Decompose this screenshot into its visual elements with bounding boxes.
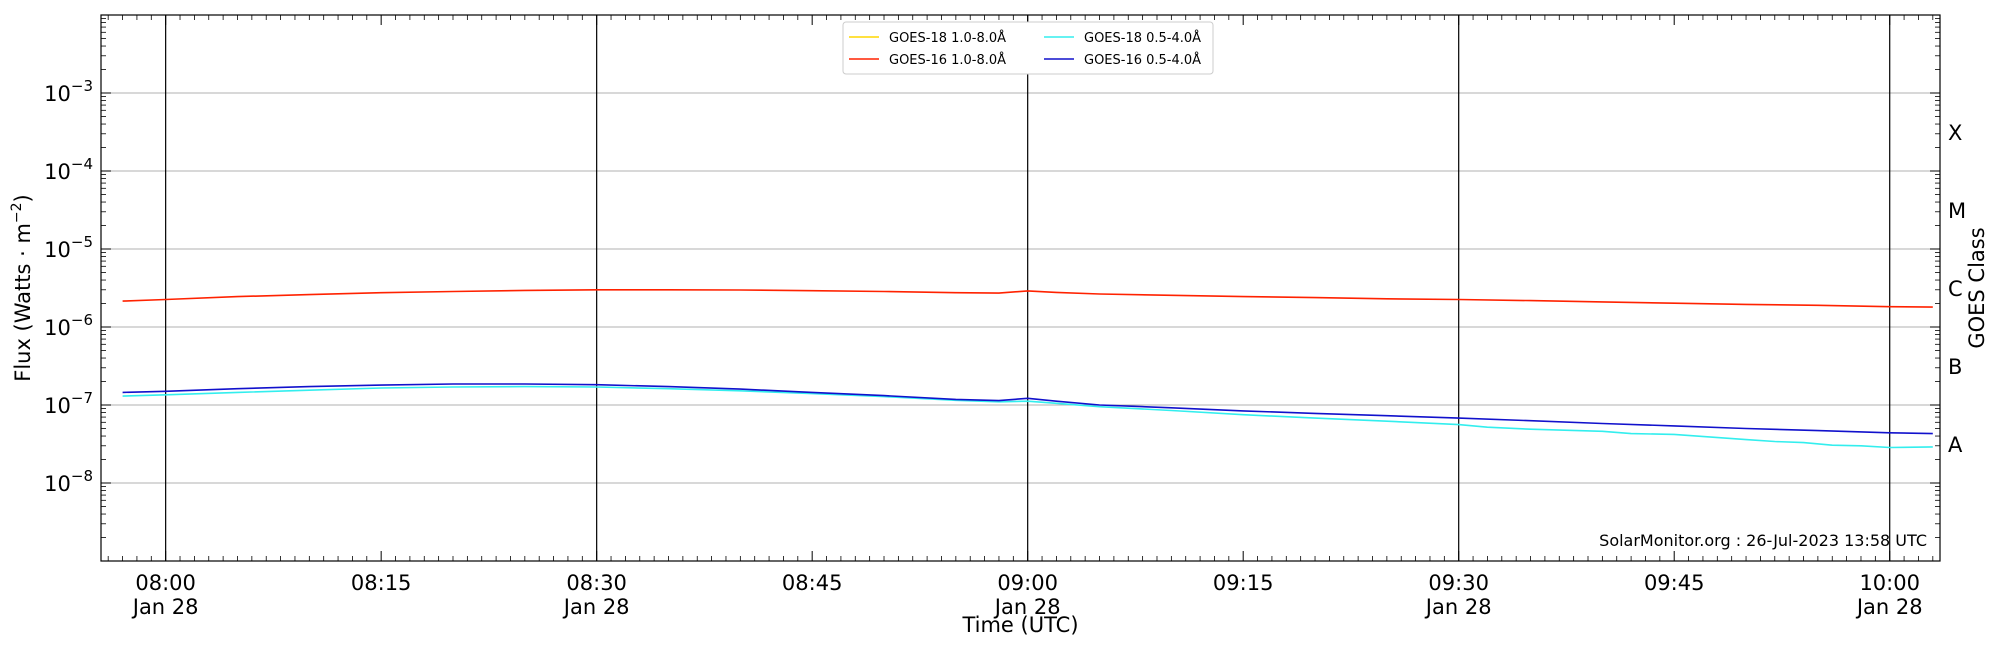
series-line (122, 288, 1933, 308)
y-tick-exponent: −5 (71, 233, 93, 251)
y-tick-exponent: −8 (71, 467, 93, 485)
y-tick-label: 10−8 (44, 467, 93, 496)
legend-label: GOES-18 0.5-4.0Å (1084, 30, 1201, 46)
goes-class-label: A (1948, 433, 1963, 457)
goes-class-labels: A B C M X (1948, 121, 1966, 457)
x-axis-label: Time (UTC) (961, 613, 1078, 637)
y-tick-exponent: −4 (71, 155, 93, 173)
credit-annotation: SolarMonitor.org : 26-Jul-2023 13:58 UTC (1599, 531, 1927, 550)
x-tick-label: 08:30 (566, 571, 627, 595)
series-line (122, 383, 1933, 435)
y-tick-exponent: −6 (71, 311, 93, 329)
x-tick-date-label: Jan 28 (993, 595, 1061, 619)
grid-lines (101, 92, 1940, 484)
axis-ticks (101, 14, 1940, 562)
x-tick-label: 09:30 (1428, 571, 1489, 595)
x-tick-label: 10:00 (1859, 571, 1920, 595)
y-axis-right-label: GOES Class (1965, 227, 1989, 348)
y-tick-base: 10 (44, 316, 71, 340)
plot-area (100, 14, 1941, 562)
legend-label: GOES-16 1.0-8.0Å (889, 52, 1006, 68)
x-tick-label: 08:15 (351, 571, 412, 595)
y-tick-base: 10 (44, 394, 71, 418)
x-tick-date-label: Jan 28 (1424, 595, 1492, 619)
x-tick-label: 08:00 (135, 571, 196, 595)
goes-class-label: X (1948, 121, 1962, 145)
goes-class-label: C (1948, 277, 1963, 301)
y-tick-label: 10−6 (44, 311, 93, 340)
x-tick-date-label: Jan 28 (131, 595, 199, 619)
x-tick-date-label: Jan 28 (562, 595, 630, 619)
y-tick-exponent: −7 (71, 389, 93, 407)
x-tick-label: 09:00 (997, 571, 1058, 595)
y-tick-base: 10 (44, 472, 71, 496)
series-line (122, 385, 1933, 449)
legend-entries: GOES-18 1.0-8.0Å GOES-16 1.0-8.0Å GOES-18 … (849, 30, 1201, 68)
goes-class-label: B (1948, 355, 1962, 379)
x-tick-label: 09:15 (1213, 571, 1274, 595)
y-tick-base: 10 (44, 238, 71, 262)
legend: GOES-18 1.0-8.0Å GOES-16 1.0-8.0Å GOES-18 … (842, 21, 1214, 75)
y-axis-label-sup: −2 (9, 202, 25, 223)
y-tick-exponent: −3 (71, 77, 93, 95)
y-tick-label: 10−4 (44, 155, 93, 184)
y-tick-label: 10−7 (44, 389, 93, 418)
legend-label: GOES-18 1.0-8.0Å (889, 30, 1006, 46)
legend-box (842, 21, 1214, 75)
y-axis-label-main: Flux (Watts · m (11, 223, 35, 382)
x-tick-label: 09:45 (1644, 571, 1705, 595)
y-tick-labels: 10−810−710−610−510−410−3 (44, 77, 93, 496)
y-axis-label-close: ) (11, 194, 35, 202)
y-tick-label: 10−3 (44, 77, 93, 106)
x-tick-label: 08:45 (782, 571, 843, 595)
major-time-lines (165, 15, 1891, 561)
y-axis-label: Flux (Watts · m−2) (9, 194, 35, 382)
goes-class-label: M (1948, 199, 1966, 223)
legend-label: GOES-16 0.5-4.0Å (1084, 52, 1201, 68)
y-tick-base: 10 (44, 82, 71, 106)
y-tick-base: 10 (44, 160, 71, 184)
y-tick-label: 10−5 (44, 233, 93, 262)
series-lines (122, 288, 1933, 449)
x-tick-date-label: Jan 28 (1855, 595, 1923, 619)
